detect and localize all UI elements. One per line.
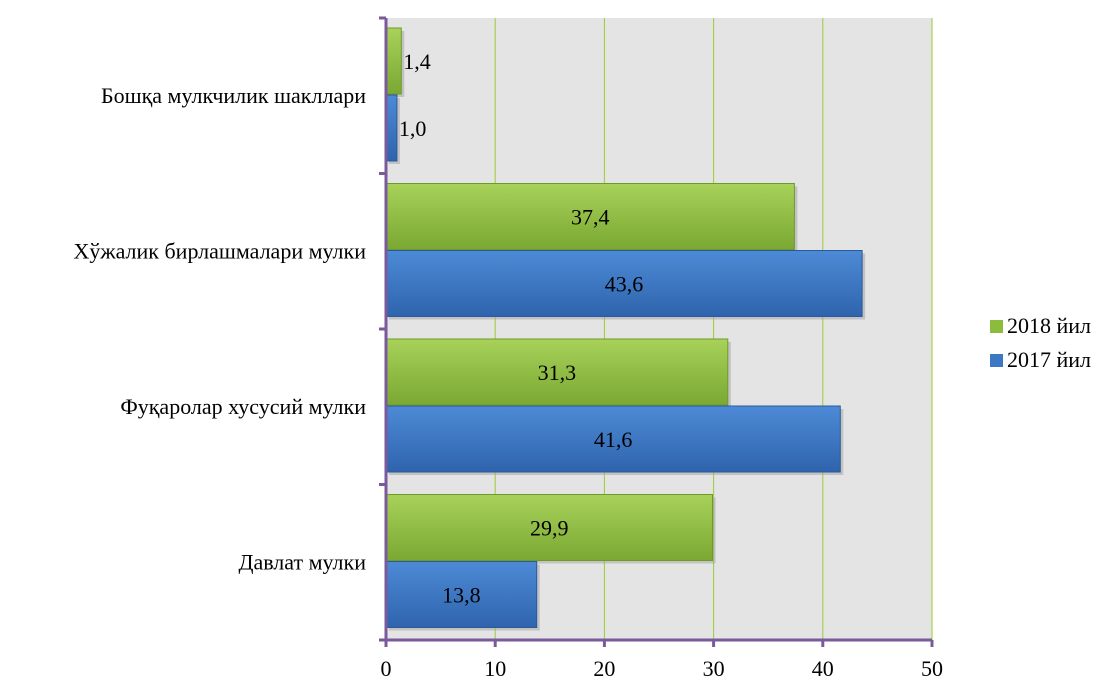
bar-2017 — [385, 250, 863, 317]
axes — [379, 16, 934, 647]
data-label: 41,6 — [594, 427, 633, 452]
bar-2017 — [385, 561, 538, 628]
bar-2018 — [385, 494, 714, 561]
data-label: 1,0 — [399, 116, 427, 141]
bar-2018 — [385, 183, 795, 250]
legend-label-2017: 2017 йил — [1007, 347, 1092, 372]
x-tick-label: 50 — [921, 656, 943, 681]
category-label: Хўжалик бирлашмалари мулки — [74, 238, 367, 263]
bar-2017 — [385, 405, 841, 473]
category-label: Бошқа мулкчилик шакллари — [101, 83, 366, 108]
data-label: 43,6 — [605, 272, 644, 297]
bar-2018 — [385, 27, 402, 95]
labels: 0 10 20 30 40 50 29,9 13,8 Давлат мулки 31,3 41,6 Ф… — [74, 49, 944, 681]
legend-swatch-2017 — [990, 353, 1003, 367]
data-label: 1,4 — [403, 49, 431, 74]
legend-item-2018: 2018 йил — [990, 309, 1111, 343]
x-tick-label: 10 — [484, 656, 506, 681]
legend-swatch-2018 — [990, 319, 1003, 333]
x-tick-label: 30 — [703, 656, 725, 681]
bars — [385, 27, 866, 631]
data-label: 31,3 — [538, 360, 577, 385]
bar-2017 — [385, 94, 398, 162]
data-label: 29,9 — [530, 516, 569, 541]
data-label: 37,4 — [571, 205, 610, 230]
x-tick-label: 20 — [593, 656, 615, 681]
legend-item-2017: 2017 йил — [990, 343, 1111, 377]
category-label: Фуқаролар хусусий мулки — [120, 394, 366, 419]
category-label: Давлат мулки — [238, 549, 366, 574]
x-tick-label: 0 — [381, 656, 392, 681]
legend: 2018 йил 2017 йил — [990, 309, 1111, 377]
legend-label-2018: 2018 йил — [1007, 313, 1092, 338]
data-label: 13,8 — [442, 583, 481, 608]
x-tick-label: 40 — [812, 656, 834, 681]
